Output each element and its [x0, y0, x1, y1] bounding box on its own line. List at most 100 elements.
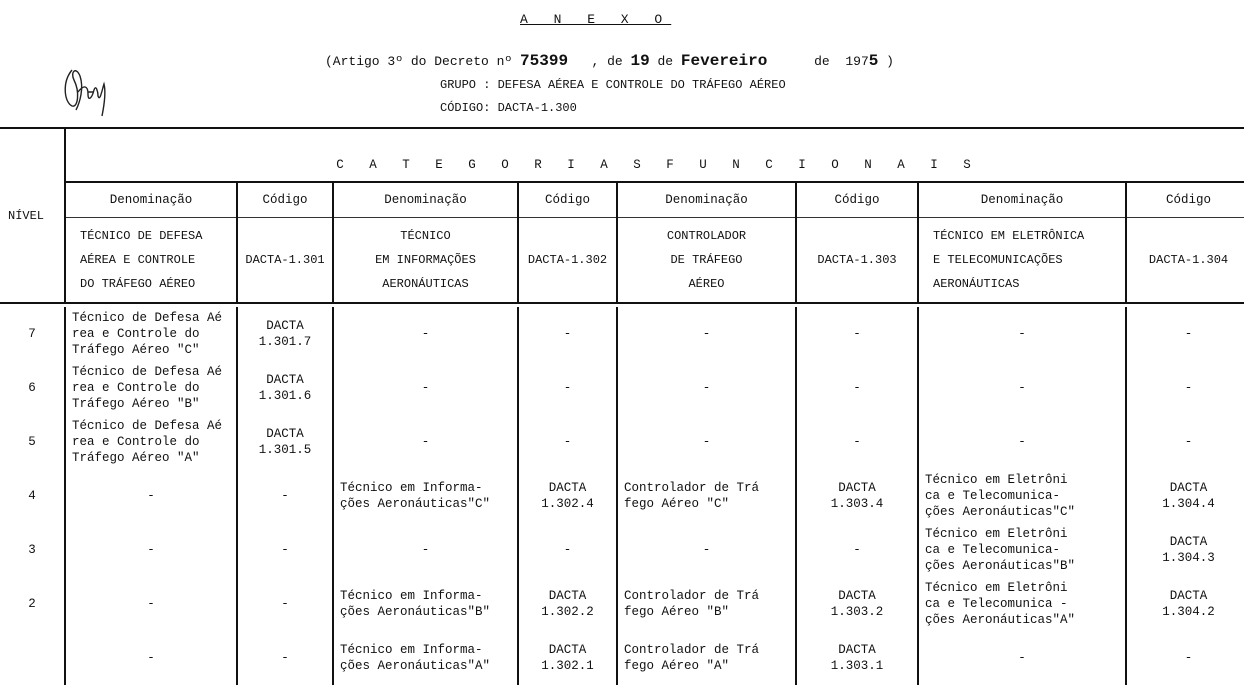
decree-number: 75399: [520, 52, 569, 70]
denomination-column-header: Denominação: [64, 181, 237, 218]
code-cell: -: [1124, 361, 1244, 415]
denomination-cell: Controlador de Trá fego Aéreo "C": [616, 469, 796, 523]
denomination-cell: -: [64, 631, 237, 685]
denomination-cell: -: [917, 361, 1126, 415]
code-cell: -: [517, 307, 617, 361]
date-close: ): [878, 54, 894, 69]
code-cell: DACTA 1.304.4: [1124, 469, 1244, 523]
level-cell: 4: [28, 489, 36, 503]
denomination-cell: Técnico de Defesa Aé rea e Controle do T…: [64, 307, 237, 361]
code-cell: DACTA 1.303.1: [795, 631, 918, 685]
code-column-header: Código: [517, 181, 617, 218]
denomination-cell: Controlador de Trá fego Aéreo "A": [616, 631, 796, 685]
annex-title: A N E X O: [520, 12, 672, 27]
category-code: DACTA-1.303: [795, 217, 918, 303]
level-cell: 3: [28, 543, 36, 557]
category-code: DACTA-1.301: [236, 217, 333, 303]
table-row: 6 Técnico de Defesa Aé rea e Controle do …: [0, 361, 1244, 415]
code-column-header: Código: [1124, 181, 1244, 218]
code-cell: DACTA 1.302.1: [517, 631, 617, 685]
code-cell: -: [236, 523, 333, 577]
denomination-cell: -: [332, 523, 518, 577]
code-cell: -: [236, 631, 333, 685]
denomination-cell: -: [917, 307, 1126, 361]
code-cell: -: [236, 469, 333, 523]
denomination-column-header: Denominação: [332, 181, 518, 218]
code-cell: DACTA 1.303.4: [795, 469, 918, 523]
denomination-cell: -: [64, 523, 237, 577]
decree-month: Fevereiro: [680, 52, 768, 70]
denomination-cell: -: [616, 361, 796, 415]
denomination-cell: Técnico de Defesa Aé rea e Controle do T…: [64, 361, 237, 415]
decree-year-prefix: de 197: [767, 54, 869, 69]
code-column-header: Código: [795, 181, 918, 218]
denomination-cell: Técnico em Eletrôni ca e Telecomunica- ç…: [917, 469, 1126, 523]
code-cell: DACTA 1.301.7: [236, 307, 333, 361]
nivel-header: NÍVEL: [0, 127, 65, 303]
denomination-cell: Técnico de Defesa Aé rea e Controle do T…: [64, 415, 237, 469]
level-cell: 6: [28, 381, 36, 395]
level-cell: 5: [28, 435, 36, 449]
denomination-cell: -: [64, 577, 237, 631]
denomination-cell: -: [332, 415, 518, 469]
code-cell: DACTA 1.301.5: [236, 415, 333, 469]
level-cell: 2: [28, 597, 36, 611]
decree-line: (Artigo 3º do Decreto nº 75399 , de 19 d…: [325, 52, 894, 70]
code-cell: -: [517, 415, 617, 469]
code-cell: -: [236, 577, 333, 631]
level-cell: [0, 631, 65, 685]
category-code: DACTA-1.304: [1124, 217, 1244, 303]
denomination-cell: Técnico em Informa- ções Aeronáuticas"C": [332, 469, 518, 523]
code-cell: -: [1124, 307, 1244, 361]
code-cell: -: [795, 415, 918, 469]
code-cell: -: [1124, 415, 1244, 469]
code-cell: -: [795, 361, 918, 415]
categories-table: NÍVEL C A T E G O R I A S F U N C I O N …: [0, 127, 1244, 685]
code-cell: DACTA 1.302.4: [517, 469, 617, 523]
category-name: TÉCNICO EM ELETRÔNICA E TELECOMUNICAÇÕES…: [917, 217, 1126, 303]
code-cell: -: [517, 523, 617, 577]
denomination-cell: Controlador de Trá fego Aéreo "B": [616, 577, 796, 631]
denomination-cell: -: [64, 469, 237, 523]
denomination-cell: Técnico em Eletrôni ca e Telecomunica - …: [917, 577, 1126, 631]
category-name: TÉCNICO EM INFORMAÇÕES AERONÁUTICAS: [332, 217, 518, 303]
denomination-cell: -: [616, 523, 796, 577]
code-cell: -: [795, 523, 918, 577]
category-name: TÉCNICO DE DEFESA AÉREA E CONTROLE DO TR…: [64, 217, 237, 303]
categories-header: C A T E G O R I A S F U N C I O N A I S: [63, 127, 1244, 182]
denomination-column-header: Denominação: [616, 181, 796, 218]
table-row: 3- - - - - - Técnico em Eletrôni ca e Telecomu…: [0, 523, 1244, 577]
code-cell: DACTA 1.303.2: [795, 577, 918, 631]
decree-day: 19: [630, 52, 650, 70]
category-code: DACTA-1.302: [517, 217, 617, 303]
code-cell: -: [517, 361, 617, 415]
category-name: CONTROLADOR DE TRÁFEGO AÉREO: [616, 217, 796, 303]
code-cell: -: [1124, 631, 1244, 685]
code-line: CÓDIGO: DACTA-1.300: [440, 101, 577, 115]
table-row: 4- - Técnico em Informa- ções Aeronáuticas…: [0, 469, 1244, 523]
code-cell: DACTA 1.301.6: [236, 361, 333, 415]
denomination-cell: Técnico em Informa- ções Aeronáuticas"B": [332, 577, 518, 631]
denomination-column-header: Denominação: [917, 181, 1126, 218]
denomination-cell: -: [917, 631, 1126, 685]
decree-year-last-digit: 5: [868, 52, 879, 70]
code-cell: -: [795, 307, 918, 361]
denomination-cell: -: [332, 361, 518, 415]
table-row: 7 Técnico de Defesa Aé rea e Controle do …: [0, 307, 1244, 361]
code-cell: DACTA 1.304.2: [1124, 577, 1244, 631]
denomination-cell: Técnico em Informa- ções Aeronáuticas"A": [332, 631, 518, 685]
denomination-cell: -: [616, 307, 796, 361]
handwritten-signature: [64, 69, 106, 117]
denomination-cell: -: [917, 415, 1126, 469]
table-row: - - Técnico em Informa- ções Aeronáuticas"…: [0, 631, 1244, 685]
table-row: 5 Técnico de Defesa Aé rea e Controle do …: [0, 415, 1244, 469]
level-cell: 7: [28, 327, 36, 341]
denomination-cell: -: [332, 307, 518, 361]
denomination-cell: Técnico em Eletrôni ca e Telecomunica- ç…: [917, 523, 1126, 577]
code-cell: DACTA 1.304.3: [1124, 523, 1244, 577]
code-column-header: Código: [236, 181, 333, 218]
code-cell: DACTA 1.302.2: [517, 577, 617, 631]
date-separator: , de: [568, 54, 631, 69]
table-row: 2- - Técnico em Informa- ções Aeronáuticas…: [0, 577, 1244, 631]
group-line: GRUPO : DEFESA AÉREA E CONTROLE DO TRÁFE…: [440, 78, 786, 92]
